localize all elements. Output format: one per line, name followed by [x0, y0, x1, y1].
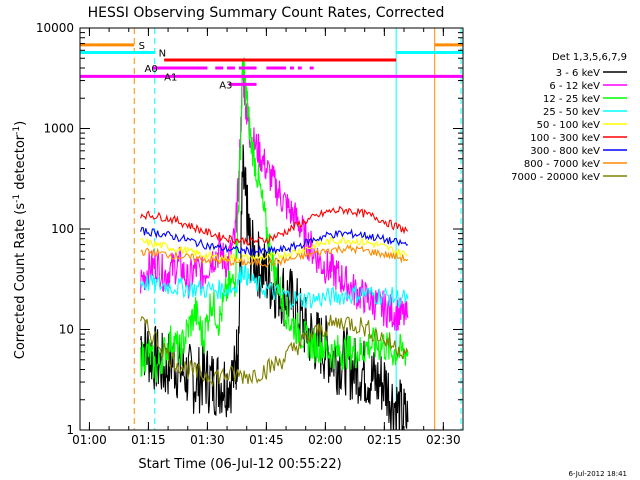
legend-label-0: 3 - 6 keV — [556, 68, 600, 79]
series-line-8 — [140, 314, 409, 388]
x-tick-label-1: 01:15 — [131, 433, 166, 447]
legend-label-7: 800 - 7000 keV — [524, 159, 600, 170]
x-tick-label-2: 01:30 — [190, 433, 225, 447]
flag-label-A0: A0 — [144, 64, 157, 75]
x-tick-label-3: 01:45 — [249, 433, 284, 447]
flag-label-A1: A1 — [164, 72, 177, 83]
series-line-6 — [140, 226, 409, 257]
legend-label-2: 12 - 25 keV — [543, 94, 600, 105]
y-tick-label-1: 10 — [59, 323, 74, 337]
series-line-1 — [140, 71, 409, 331]
flag-label-A3: A3 — [219, 80, 232, 91]
x-tick-label-6: 02:30 — [426, 433, 461, 447]
x-tick-label-0: 01:00 — [72, 433, 107, 447]
chart-title: HESSI Observing Summary Count Rates, Cor… — [88, 5, 445, 21]
x-tick-label-4: 02:00 — [308, 433, 343, 447]
legend-label-5: 100 - 300 keV — [530, 133, 600, 144]
x-axis-label: Start Time (06-Jul-12 00:55:22) — [138, 457, 341, 472]
y-tick-label-4: 10000 — [36, 21, 74, 35]
plot-area — [80, 28, 463, 430]
legend-label-3: 25 - 50 keV — [543, 107, 600, 118]
series-line-7 — [140, 244, 409, 268]
flag-label-S: S — [139, 41, 145, 52]
series-line-3 — [140, 263, 409, 310]
y-tick-label-3: 1000 — [43, 122, 74, 136]
series-line-5 — [140, 205, 409, 247]
y-tick-label-2: 100 — [51, 222, 74, 236]
y-tick-label-0: 1 — [66, 423, 74, 437]
x-tick-label-5: 02:15 — [367, 433, 402, 447]
series-line-2 — [140, 57, 409, 383]
legend-label-1: 6 - 12 keV — [549, 81, 600, 92]
legend-header: Det 1,3,5,6,7,9 — [552, 52, 627, 63]
flag-label-N: N — [159, 49, 166, 60]
legend-label-8: 7000 - 20000 keV — [511, 172, 600, 183]
series-line-4 — [140, 236, 408, 263]
legend-label-4: 50 - 100 keV — [537, 120, 601, 131]
timestamp: 6-Jul-2012 18:41 — [568, 470, 627, 478]
y-axis-label: Corrected Count Rate (s-1 detector-1) — [12, 121, 28, 359]
legend-label-6: 300 - 800 keV — [530, 146, 600, 157]
